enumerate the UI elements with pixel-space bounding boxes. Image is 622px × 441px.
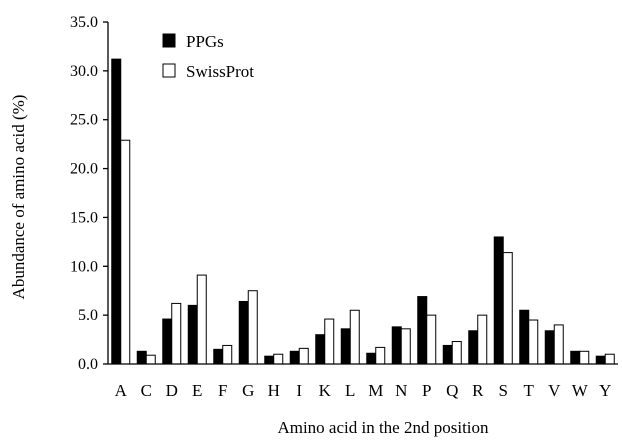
legend-swatch-swissprot (162, 63, 176, 78)
x-category-label: A (115, 381, 128, 400)
bar-ppgs-I (289, 350, 300, 365)
x-category-label: W (572, 381, 589, 400)
x-category-label: Y (599, 381, 611, 400)
x-category-label: S (499, 381, 508, 400)
y-axis-title: Abundance of amino acid (%) (9, 95, 28, 300)
bar-swissprot-Q (451, 341, 462, 365)
bar-swissprot-P (426, 314, 437, 365)
x-category-label: E (192, 381, 202, 400)
bar-swissprot-C (145, 354, 156, 365)
x-category-label: G (242, 381, 254, 400)
bar-swissprot-T (528, 319, 539, 365)
bars (111, 58, 615, 365)
y-tick-label: 30.0 (70, 63, 98, 80)
y-tick-label: 35.0 (70, 14, 98, 31)
bar-ppgs-H (264, 355, 275, 365)
bar-swissprot-D (171, 302, 182, 365)
bar-ppgs-A (111, 58, 122, 365)
y-tick-label: 10.0 (70, 258, 98, 275)
bar-swissprot-L (349, 309, 360, 365)
bar-swissprot-F (222, 344, 233, 365)
legend: PPGs SwissProt (162, 32, 254, 81)
x-category-label: Q (446, 381, 458, 400)
bar-ppgs-W (570, 350, 581, 365)
bar-swissprot-A (120, 139, 131, 365)
bar-ppgs-E (187, 304, 198, 365)
bar-swissprot-W (579, 350, 590, 365)
bar-ppgs-V (544, 330, 555, 365)
y-tick-label: 20.0 (70, 161, 98, 178)
bar-swissprot-S (502, 252, 513, 365)
bar-ppgs-R (468, 330, 479, 365)
bar-ppgs-S (493, 236, 504, 365)
bar-ppgs-M (366, 352, 377, 365)
bar-swissprot-M (375, 346, 386, 365)
legend-label-ppgs: PPGs (186, 32, 224, 51)
x-category-label: V (548, 381, 561, 400)
bar-ppgs-N (391, 326, 402, 365)
bar-ppgs-P (417, 296, 428, 365)
bar-ppgs-Q (442, 344, 453, 365)
bar-swissprot-G (247, 290, 258, 365)
x-category-label: D (166, 381, 178, 400)
x-category-label: F (218, 381, 227, 400)
x-category-label: K (319, 381, 332, 400)
x-category-label: R (472, 381, 484, 400)
x-category-label: I (296, 381, 302, 400)
x-category-label: N (395, 381, 407, 400)
bar-ppgs-Y (595, 355, 606, 365)
bar-ppgs-D (162, 318, 173, 365)
x-category-label: M (368, 381, 383, 400)
bar-ppgs-K (315, 334, 326, 365)
bar-ppgs-T (519, 309, 530, 365)
bar-swissprot-K (324, 318, 335, 365)
x-category-label: L (345, 381, 355, 400)
bar-swissprot-N (400, 328, 411, 365)
y-tick-label: 5.0 (78, 307, 98, 324)
bar-ppgs-C (136, 350, 147, 365)
bar-swissprot-E (196, 274, 207, 365)
bar-ppgs-L (340, 328, 351, 365)
y-tick-label: 0.0 (78, 356, 98, 373)
bar-swissprot-H (273, 353, 284, 365)
bar-swissprot-I (298, 347, 309, 365)
y-axis-ticks: 0.0 5.0 10.0 15.0 20.0 25.0 30.0 35.0 (70, 14, 108, 373)
x-category-label: C (141, 381, 152, 400)
bar-ppgs-G (238, 300, 249, 365)
bar-ppgs-F (213, 348, 224, 365)
bar-swissprot-Y (604, 353, 615, 365)
legend-label-swissprot: SwissProt (186, 62, 254, 81)
x-category-label: T (524, 381, 535, 400)
bar-swissprot-V (553, 324, 564, 365)
y-tick-label: 25.0 (70, 112, 98, 129)
x-category-label: P (422, 381, 431, 400)
bar-swissprot-R (477, 314, 488, 365)
x-axis-title: Amino acid in the 2nd position (277, 418, 489, 437)
legend-swatch-ppgs (162, 33, 176, 48)
x-category-label: H (268, 381, 280, 400)
y-tick-label: 15.0 (70, 209, 98, 226)
